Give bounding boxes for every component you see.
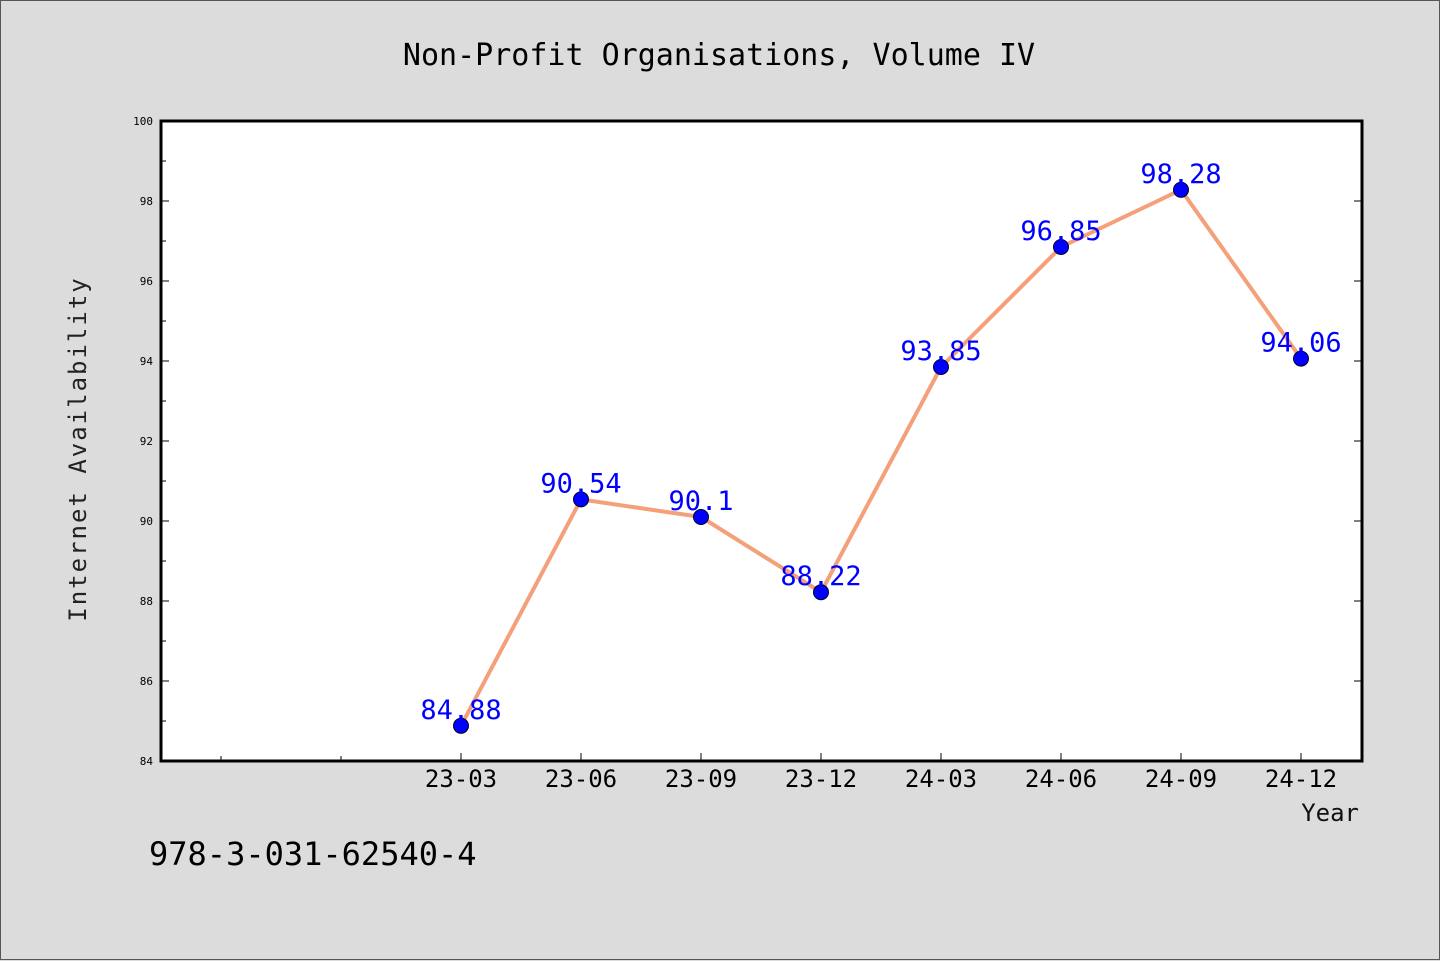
x-tick-label: 23-09 — [665, 765, 737, 793]
y-tick-label: 96 — [140, 275, 153, 288]
data-point — [933, 359, 949, 375]
x-axis-label: Year — [1301, 799, 1359, 827]
y-tick-label: 100 — [133, 115, 153, 128]
data-label: 98.28 — [1140, 159, 1221, 190]
series-line — [459, 187, 1303, 727]
data-point — [573, 491, 589, 508]
x-tick-label: 23-06 — [545, 765, 617, 793]
data-label: 94.06 — [1260, 328, 1341, 359]
y-tick-label: 88 — [140, 595, 153, 608]
y-tick-label: 94 — [140, 355, 154, 368]
series-group: 84.88 90.54 90.1 88.22 93.85 96.85 98.28 94.06 — [420, 159, 1342, 734]
x-tick-label: 24-03 — [905, 765, 977, 793]
x-tick-label: 24-06 — [1025, 765, 1097, 793]
y-axis-ticks: 84 86 88 90 92 94 96 98 100 — [133, 115, 1362, 768]
y-axis-label: Internet Availability — [64, 276, 92, 621]
x-tick-label: 23-12 — [785, 765, 857, 793]
y-tick-label: 98 — [140, 195, 153, 208]
data-point — [693, 509, 709, 525]
plot-area — [159, 119, 1364, 763]
isbn-text: 978-3-031-62540-4 — [149, 835, 477, 873]
x-tick-label: 24-09 — [1145, 765, 1217, 793]
x-axis-ticks: 23-03 23-06 23-09 23-12 24-03 24-06 24-09 24-12 — [220, 753, 1337, 793]
y-tick-label: 86 — [140, 675, 153, 688]
data-label: 84.88 — [420, 695, 501, 726]
x-tick-label: 24-12 — [1265, 765, 1337, 793]
data-point — [1053, 239, 1069, 255]
data-label: 90.54 — [540, 468, 621, 499]
data-label: 96.85 — [1020, 216, 1101, 247]
data-label: 93.85 — [900, 336, 981, 367]
y-tick-label: 92 — [140, 435, 153, 448]
data-label: 90.1 — [668, 486, 733, 517]
x-tick-label: 23-03 — [425, 765, 497, 793]
chart-title: Non-Profit Organisations, Volume IV — [403, 38, 1035, 73]
y-tick-label: 90 — [140, 515, 153, 528]
y-tick-label: 84 — [140, 755, 154, 768]
data-point — [453, 717, 469, 734]
data-point — [1173, 181, 1189, 198]
data-label: 88.22 — [780, 561, 861, 592]
data-point — [813, 584, 829, 601]
data-point — [1293, 350, 1309, 367]
